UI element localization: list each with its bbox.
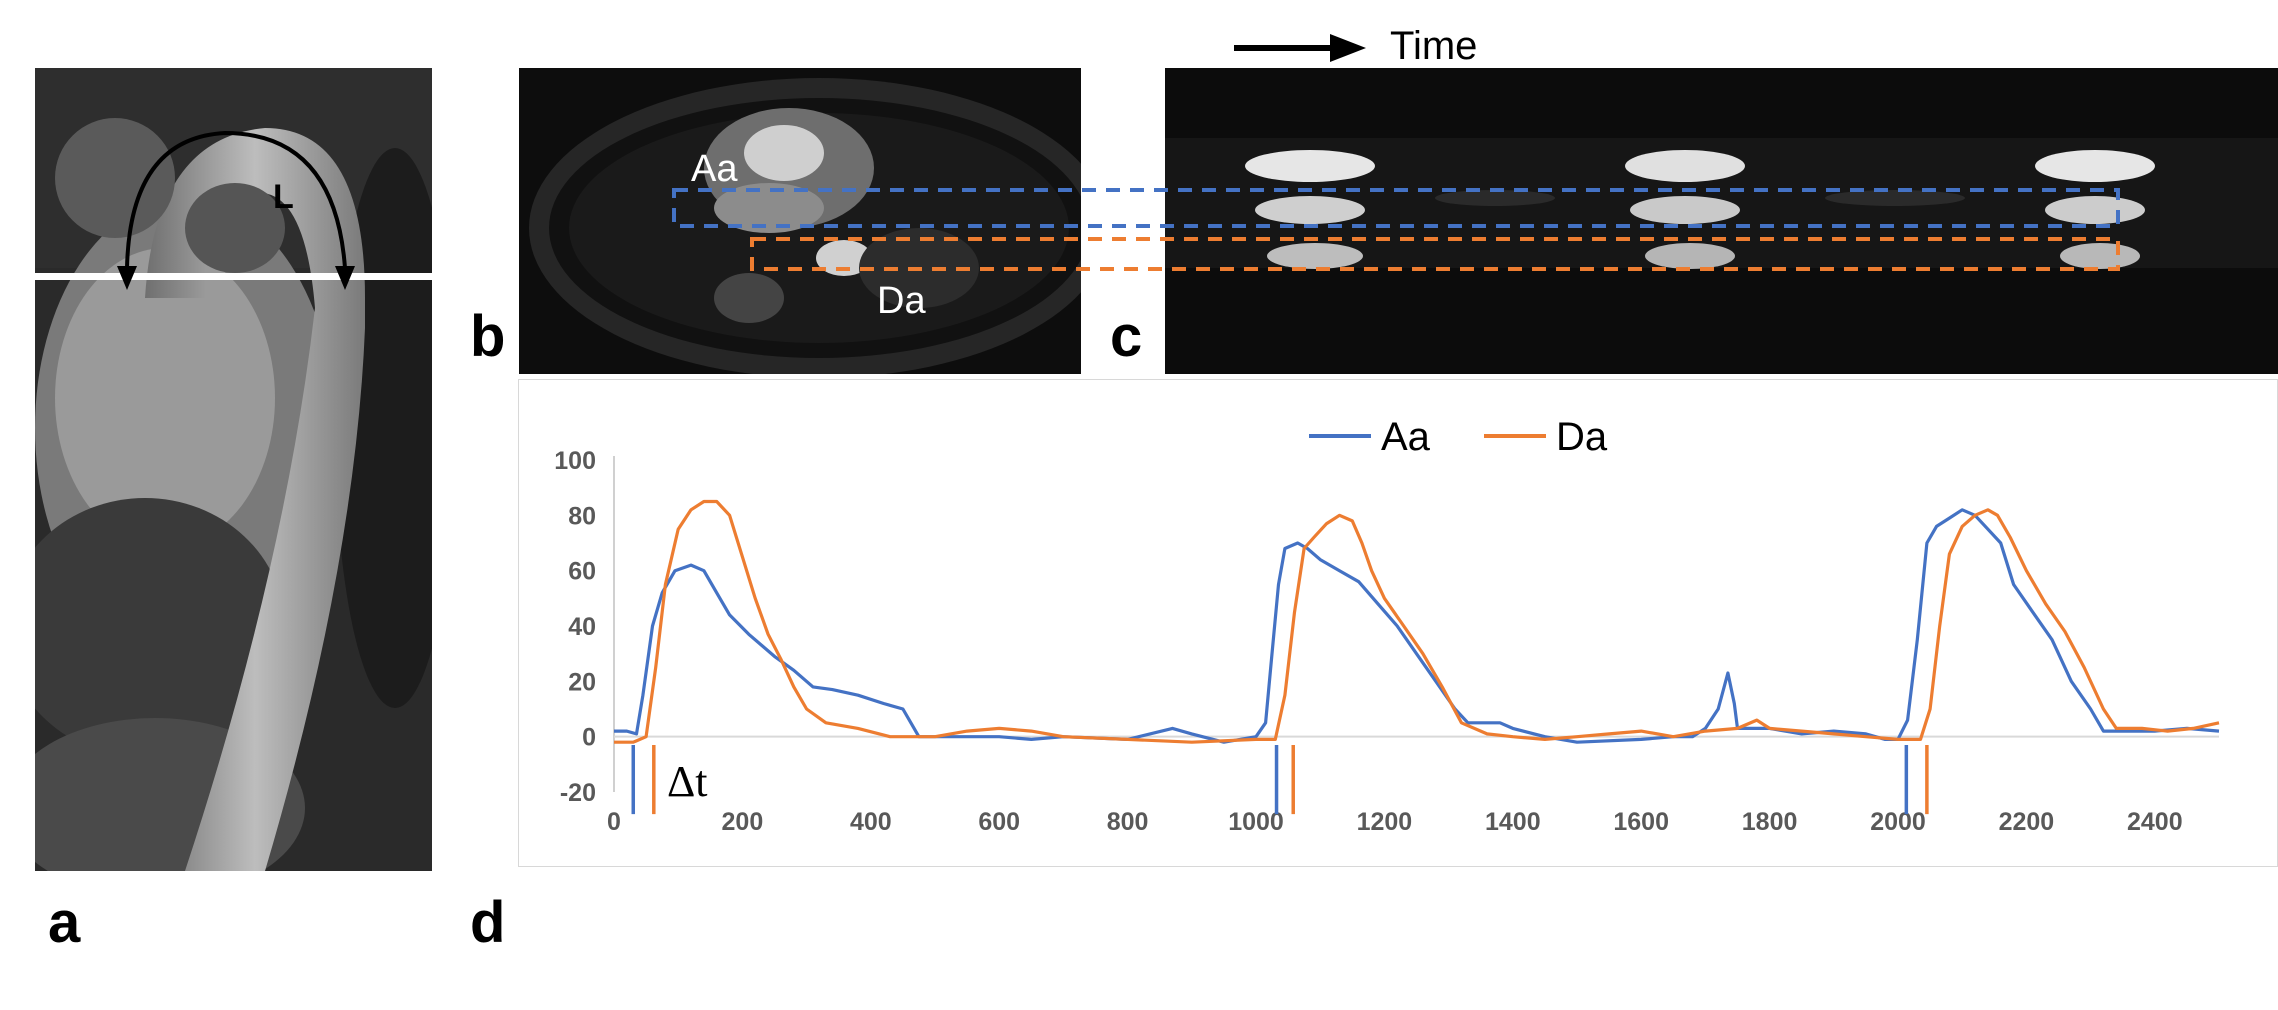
y-tick-label: 100 <box>554 447 596 475</box>
x-tick-label: 200 <box>722 808 764 836</box>
series-line-da <box>614 499 2220 744</box>
panel-d-chart: -20 0 20 40 60 80 100 0 200 400 600 800 1000 1200 1400… <box>518 379 2278 867</box>
y-tick-label: -20 <box>560 779 596 807</box>
y-tick-label: 0 <box>582 724 596 752</box>
x-tick-label: 400 <box>850 808 892 836</box>
roi-box-aa <box>672 188 2120 228</box>
y-tick-label: 80 <box>568 502 596 530</box>
time-arrow-head <box>1330 34 1366 62</box>
x-tick-label: 2200 <box>1999 808 2055 836</box>
roi-box-da <box>750 237 2120 271</box>
x-tick-label: 1600 <box>1613 808 1669 836</box>
arc-label: L <box>273 178 294 216</box>
chart-series-layer <box>614 499 2220 744</box>
x-tick-label: 1400 <box>1485 808 1541 836</box>
time-arrow <box>1234 34 1366 62</box>
arc-arrowhead-right <box>335 266 355 290</box>
strip-mri-svg <box>1165 68 2278 374</box>
x-tick-label: 2000 <box>1870 808 1926 836</box>
panel-letter-c: c <box>1110 304 1143 369</box>
label-aa: Aa <box>691 148 738 190</box>
series-line-aa <box>614 508 2220 744</box>
x-tick-label: 1200 <box>1357 808 1413 836</box>
arc-length-curve <box>125 130 347 269</box>
chart-legend: Aa Da <box>1309 415 1608 459</box>
panel-a-mri-image: L <box>35 68 432 871</box>
arc-arrowhead-left <box>117 266 137 290</box>
delta-t-label: Δt <box>667 757 708 806</box>
panel-letter-a: a <box>48 890 81 955</box>
sagittal-mri-svg: L <box>35 68 432 871</box>
y-tick-label: 20 <box>568 668 596 696</box>
panel-letter-b: b <box>470 304 506 369</box>
panel-c-mri-strip <box>1165 68 2278 374</box>
x-tick-label: 1000 <box>1228 808 1284 836</box>
slice-line <box>35 273 432 280</box>
panel-letter-d: d <box>470 890 506 955</box>
x-tick-label: 800 <box>1107 808 1149 836</box>
legend-label-da: Da <box>1556 415 1608 459</box>
legend-label-aa: Aa <box>1381 415 1431 459</box>
y-tick-label: 40 <box>568 613 596 641</box>
onset-marker-layer <box>631 744 1929 815</box>
label-da: Da <box>877 280 926 322</box>
x-tick-label: 1800 <box>1742 808 1798 836</box>
y-tick-label: 60 <box>568 558 596 586</box>
x-tick-label: 2400 <box>2127 808 2183 836</box>
x-tick-label: 600 <box>978 808 1020 836</box>
x-tick-label: 0 <box>607 808 621 836</box>
time-label: Time <box>1390 24 1478 68</box>
